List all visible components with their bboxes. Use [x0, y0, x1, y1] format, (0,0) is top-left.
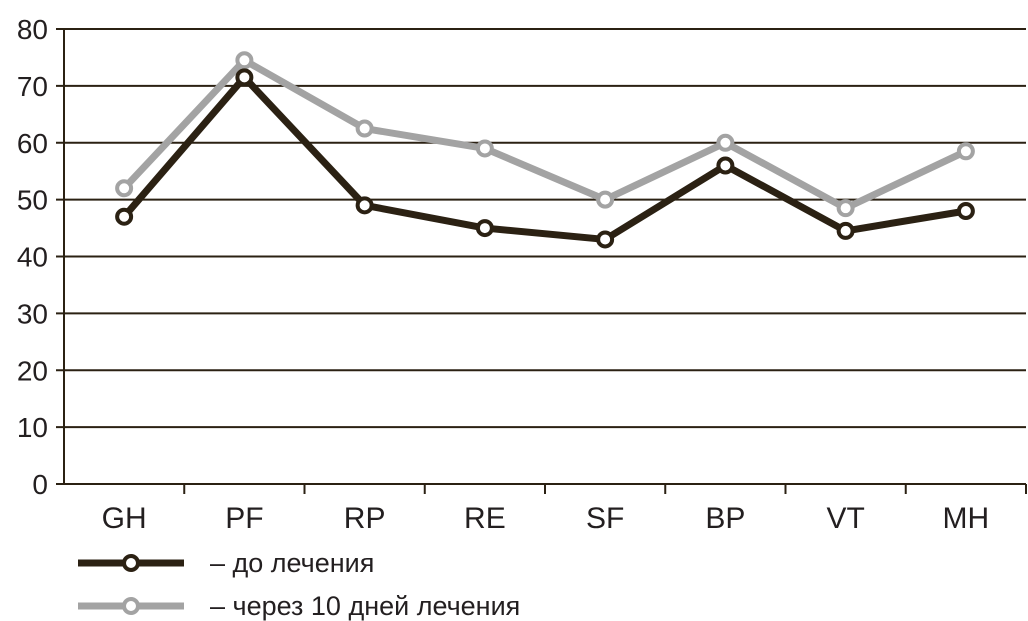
data-point	[115, 179, 134, 198]
legend-label-before-treatment: – до лечения	[210, 548, 374, 578]
data-point	[355, 119, 374, 138]
axes	[56, 28, 1027, 494]
x-tick-label: RE	[464, 502, 506, 535]
y-tick-label: 80	[17, 14, 48, 45]
series-after-10-days	[115, 51, 975, 218]
data-point	[235, 51, 254, 70]
data-point	[475, 219, 494, 238]
y-tick-label: 10	[17, 412, 48, 443]
legend-item-after-10-days: – через 10 дней лечения	[78, 591, 520, 621]
series-group	[115, 51, 975, 249]
y-tick-label: 20	[17, 355, 48, 386]
data-point	[355, 196, 374, 215]
y-tick-label: 30	[17, 298, 48, 329]
x-tick-label: GH	[102, 502, 147, 535]
data-point	[235, 68, 254, 87]
series-line	[120, 73, 970, 243]
x-tick-label: MH	[943, 502, 990, 535]
y-tick-label: 70	[17, 71, 48, 102]
y-tick-label: 50	[17, 185, 48, 216]
data-point	[956, 142, 975, 161]
x-tick-label: RP	[344, 502, 386, 535]
x-axis-tick-labels: GH PF RP RE SF BP VT MH	[102, 502, 990, 535]
data-point	[475, 139, 494, 158]
legend-label-after-10-days: – через 10 дней лечения	[210, 591, 520, 621]
data-point	[596, 230, 615, 249]
data-point	[716, 133, 735, 152]
y-tick-label: 0	[32, 469, 48, 500]
legend-item-before-treatment: – до лечения	[78, 548, 374, 578]
data-point	[836, 221, 855, 240]
y-tick-label: 60	[17, 128, 48, 159]
series-before-treatment	[115, 68, 975, 249]
legend: – до лечения – через 10 дней лечения	[78, 548, 520, 621]
x-tick-label: PF	[225, 502, 263, 535]
x-tick-label: VT	[826, 502, 864, 535]
y-axis-tick-labels: 0 10 20 30 40 50 60 70 80	[17, 14, 48, 500]
legend-marker-after-10-days	[122, 597, 140, 615]
x-tick-label: SF	[586, 502, 624, 535]
legend-marker-before-treatment	[122, 554, 140, 572]
data-point	[596, 190, 615, 209]
data-point	[716, 156, 735, 175]
series-line	[120, 56, 970, 212]
data-point	[115, 207, 134, 226]
data-point	[836, 199, 855, 218]
x-tick-label: BP	[705, 502, 745, 535]
y-tick-label: 40	[17, 242, 48, 273]
data-point	[956, 202, 975, 220]
